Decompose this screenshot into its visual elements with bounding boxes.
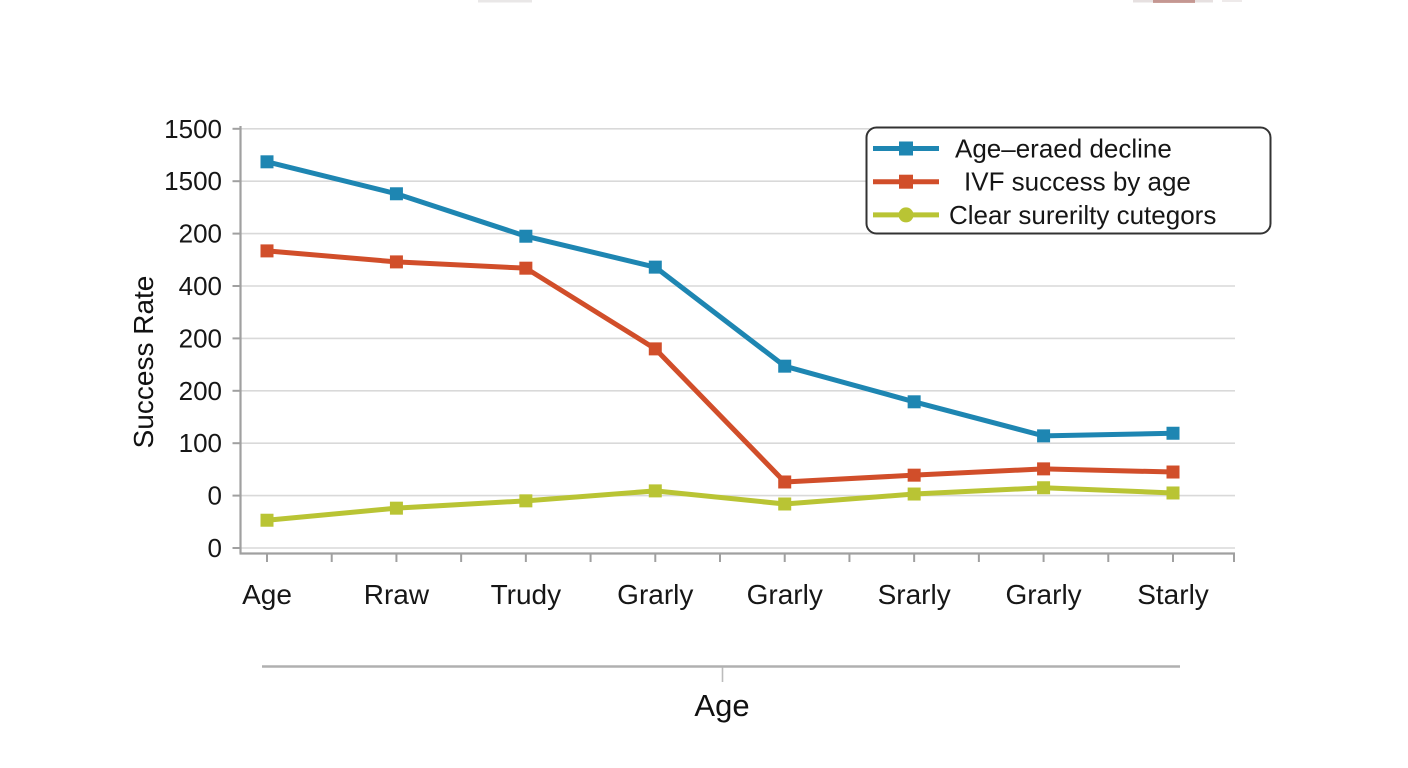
- x-category-label: Grarly: [1005, 579, 1081, 610]
- series-0: [260, 155, 1180, 443]
- x-category-label: Starly: [1137, 579, 1209, 610]
- top-smudge: [1133, 0, 1213, 3]
- legend-box: [865, 126, 1272, 235]
- y-axis-tick-labels: 0 0 100 200 200 400 200 1500 1500: [164, 114, 222, 563]
- series-line: [266, 485, 1174, 523]
- series-marker: [1166, 426, 1180, 440]
- legend-label: IVF success by age: [964, 167, 1191, 197]
- series-1: [260, 244, 1180, 489]
- y-tick-label: 200: [179, 376, 222, 406]
- legend-swatch-marker: [899, 141, 913, 156]
- series-marker: [778, 497, 792, 511]
- y-tick-label: 100: [179, 428, 222, 458]
- x-category-label: Grarly: [617, 579, 693, 610]
- y-tick-label: 200: [179, 219, 222, 249]
- legend-label: Age–eraed decline: [955, 134, 1172, 164]
- legend-swatch-marker: [899, 174, 913, 189]
- top-edge-artifacts: [478, 0, 1242, 3]
- x-category-label: Srarly: [878, 579, 951, 610]
- series-marker: [907, 487, 921, 501]
- y-tick-label: 200: [179, 323, 222, 353]
- series-marker: [1037, 462, 1051, 476]
- y-tick-label: 400: [179, 271, 222, 301]
- x-category-label: Trudy: [491, 579, 562, 610]
- y-axis-title: Success Rate: [128, 276, 159, 449]
- series-marker: [519, 494, 533, 508]
- y-tick-label: 1500: [164, 114, 222, 144]
- series-marker: [389, 187, 403, 201]
- series-marker: [907, 395, 921, 409]
- x-category-label: Grarly: [747, 579, 823, 610]
- series-marker: [389, 501, 403, 515]
- series-marker: [648, 342, 662, 356]
- x-category-label: Age: [242, 579, 292, 610]
- series-marker: [907, 468, 921, 482]
- series-marker: [778, 475, 792, 489]
- x-axis-title: Age: [694, 688, 749, 723]
- top-smudge: [478, 0, 532, 3]
- series-marker: [260, 244, 274, 258]
- top-smudge-red: [1153, 0, 1195, 3]
- series-line: [266, 248, 1174, 485]
- outer-x-axis-line: [262, 665, 1180, 682]
- series-marker: [1037, 429, 1051, 443]
- series-marker: [260, 513, 274, 527]
- series-marker: [1037, 481, 1051, 495]
- legend-label: Clear surerilty cutegors: [949, 200, 1216, 230]
- x-category-label: Rraw: [364, 579, 430, 610]
- series-marker: [1166, 465, 1180, 479]
- legend-swatch-marker: [898, 207, 914, 223]
- series-marker: [1166, 486, 1180, 500]
- y-tick-label: 0: [208, 481, 222, 511]
- y-tick-label: 0: [208, 533, 222, 563]
- top-smudge: [1222, 0, 1242, 2]
- axes: [232, 126, 1235, 562]
- gridlines: [240, 128, 1235, 549]
- series-marker: [778, 359, 792, 373]
- y-tick-label: 1500: [164, 166, 222, 196]
- series-lines: [260, 155, 1180, 527]
- series-marker: [519, 261, 533, 275]
- series-marker: [260, 155, 274, 169]
- series-marker: [389, 255, 403, 269]
- series-marker: [519, 229, 533, 243]
- series-line: [266, 159, 1174, 439]
- series-marker: [648, 260, 662, 274]
- x-axis-category-labels: Age Rraw Trudy Grarly Grarly Srarly Grarly Star…: [242, 579, 1209, 610]
- series-marker: [648, 484, 662, 498]
- series-2: [260, 481, 1180, 527]
